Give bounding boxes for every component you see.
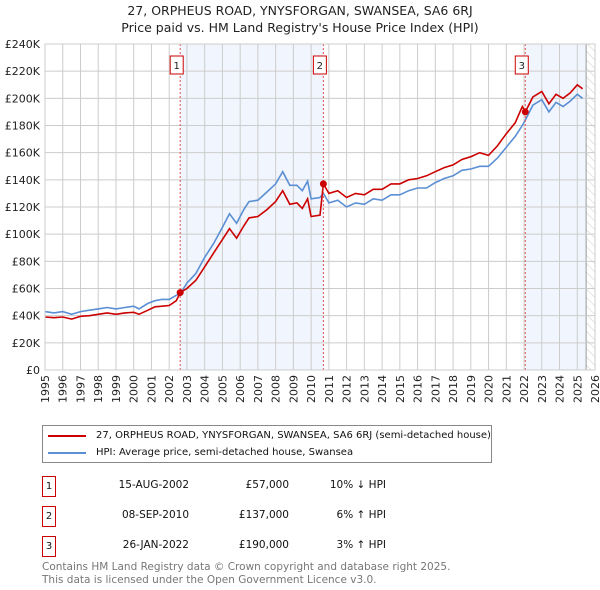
x-tick-label: 2019 bbox=[465, 375, 478, 403]
x-tick-label: 1997 bbox=[74, 375, 87, 403]
copyright-text: Contains HM Land Registry data © Crown c… bbox=[42, 561, 451, 573]
sale-label-box bbox=[312, 55, 327, 75]
y-tick-label: £0 bbox=[26, 364, 40, 377]
x-tick-label: 1996 bbox=[57, 375, 70, 403]
plot-border bbox=[44, 43, 596, 371]
sale-number-badge: 2 bbox=[42, 506, 56, 527]
y-tick-label: £220K bbox=[5, 65, 41, 78]
sale-label: 2 bbox=[317, 61, 323, 72]
sale-label: 1 bbox=[174, 61, 180, 72]
footer: Contains HM Land Registry data © Crown c… bbox=[42, 561, 450, 587]
x-tick-label: 2001 bbox=[145, 375, 158, 403]
x-tick-label: 2014 bbox=[376, 375, 389, 403]
x-tick-label: 2024 bbox=[554, 375, 567, 403]
legend-label: HPI: Average price, semi-detached house,… bbox=[96, 447, 354, 458]
y-tick-label: £20K bbox=[12, 337, 41, 350]
sale-number-badge: 1 bbox=[42, 476, 56, 497]
x-tick-label: 2021 bbox=[500, 375, 513, 403]
sale-label-box bbox=[514, 55, 529, 75]
x-tick-label: 1995 bbox=[39, 375, 52, 403]
x-tick-label: 2002 bbox=[163, 375, 176, 403]
licence-text: This data is licensed under the Open Gov… bbox=[42, 574, 377, 586]
sale-date: 15-AUG-2002 bbox=[118, 479, 189, 491]
sale-hpi-diff: 3% ↑ HPI bbox=[336, 539, 386, 551]
sale-price: £137,000 bbox=[238, 509, 289, 521]
y-tick-label: £180K bbox=[5, 120, 41, 133]
sale-hpi-diff: 6% ↑ HPI bbox=[336, 509, 386, 521]
sale-point bbox=[176, 289, 184, 297]
x-tick-label: 2017 bbox=[429, 375, 442, 403]
legend-label: 27, ORPHEUS ROAD, YNYSFORGAN, SWANSEA, S… bbox=[96, 430, 491, 441]
sale-price: £57,000 bbox=[245, 479, 289, 491]
x-tick-label: 2000 bbox=[128, 375, 141, 403]
y-tick-label: £200K bbox=[5, 92, 41, 105]
chart-title: 27, ORPHEUS ROAD, YNYSFORGAN, SWANSEA, S… bbox=[127, 3, 473, 18]
sale-label: 3 bbox=[519, 61, 525, 72]
sale-number-badge: 3 bbox=[42, 536, 56, 557]
x-tick-label: 2022 bbox=[518, 375, 531, 403]
x-tick-label: 2018 bbox=[447, 375, 460, 403]
sale-date: 08-SEP-2010 bbox=[121, 509, 189, 521]
x-tick-label: 1999 bbox=[110, 375, 123, 403]
sale-label-box bbox=[169, 55, 184, 75]
y-tick-label: £120K bbox=[5, 201, 41, 214]
x-tick-label: 2003 bbox=[181, 375, 194, 403]
sale-hpi-diff: 10% ↓ HPI bbox=[329, 479, 386, 491]
x-tick-label: 2004 bbox=[199, 375, 212, 403]
x-tick-label: 2006 bbox=[234, 375, 247, 403]
sale-price: £190,000 bbox=[238, 539, 289, 551]
sale-row: 2 08-SEP-2010 £137,000 6% ↑ HPI bbox=[42, 506, 442, 527]
x-tick-label: 2025 bbox=[571, 375, 584, 403]
legend-swatch-blue bbox=[48, 451, 86, 454]
x-tick-label: 2013 bbox=[358, 375, 371, 403]
property-price-line bbox=[44, 83, 584, 320]
y-tick-label: £60K bbox=[12, 283, 41, 296]
y-tick-label: £140K bbox=[5, 174, 41, 187]
x-tick-label: 2005 bbox=[216, 375, 229, 403]
x-tick-label: 1998 bbox=[92, 375, 105, 403]
x-tick-label: 2023 bbox=[536, 375, 549, 403]
price-chart: 1 2 3 1995 1996 1997 1998 1999 2000 2001 2002 2003 2… bbox=[5, 38, 600, 403]
x-tick-label: 2007 bbox=[252, 375, 265, 403]
sale-point bbox=[521, 108, 529, 116]
x-tick-label: 2010 bbox=[305, 375, 318, 403]
y-tick-label: £240K bbox=[5, 38, 41, 51]
x-tick-label: 2020 bbox=[483, 375, 496, 403]
x-tick-label: 2026 bbox=[589, 375, 600, 403]
legend-item-hpi: HPI: Average price, semi-detached house,… bbox=[48, 447, 353, 458]
y-tick-label: £40K bbox=[12, 310, 41, 323]
chart-subtitle: Price paid vs. HM Land Registry's House … bbox=[121, 20, 479, 35]
x-tick-label: 2011 bbox=[323, 375, 336, 403]
sale-row: 1 15-AUG-2002 £57,000 10% ↓ HPI bbox=[42, 476, 442, 497]
y-tick-label: £160K bbox=[5, 147, 41, 160]
sale-date: 26-JAN-2022 bbox=[122, 539, 189, 551]
legend-swatch-red bbox=[48, 434, 86, 437]
hpi-line bbox=[44, 93, 584, 316]
y-tick-label: £100K bbox=[5, 228, 41, 241]
y-tick-label: £80K bbox=[12, 255, 41, 268]
x-tick-label: 2009 bbox=[287, 375, 300, 403]
x-tick-label: 2015 bbox=[394, 375, 407, 403]
sale-point bbox=[319, 180, 327, 188]
x-tick-label: 2016 bbox=[412, 375, 425, 403]
x-tick-label: 2012 bbox=[341, 375, 354, 403]
legend-item-property: 27, ORPHEUS ROAD, YNYSFORGAN, SWANSEA, S… bbox=[48, 430, 491, 441]
sale-row: 3 26-JAN-2022 £190,000 3% ↑ HPI bbox=[42, 536, 442, 557]
legend: 27, ORPHEUS ROAD, YNYSFORGAN, SWANSEA, S… bbox=[42, 425, 492, 463]
x-tick-label: 2008 bbox=[270, 375, 283, 403]
